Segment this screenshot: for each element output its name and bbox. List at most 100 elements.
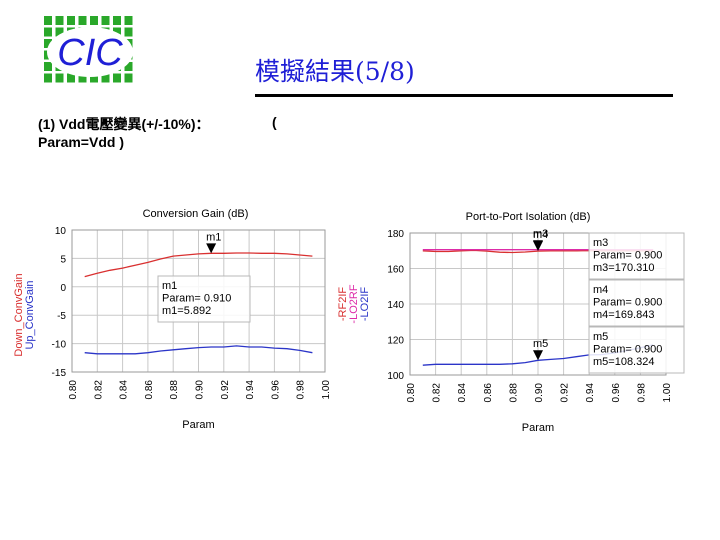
logo-oval xyxy=(47,27,133,77)
logo-grid-cell xyxy=(78,16,87,25)
x-tick-label: 0.86 xyxy=(483,383,494,403)
marker-readout-box xyxy=(588,279,685,327)
x-tick-label: 0.98 xyxy=(296,380,307,400)
marker-readout-line: m5 xyxy=(593,331,608,343)
series-line xyxy=(84,252,313,278)
logo-grid-cell xyxy=(44,62,52,71)
logo-grid-cell xyxy=(67,73,75,83)
y-tick-label: -10 xyxy=(52,340,67,351)
x-tick-label: 0.84 xyxy=(119,380,130,400)
x-tick-label: 0.94 xyxy=(585,383,596,403)
logo-grid-cell xyxy=(113,27,121,37)
logo-grid-cell xyxy=(44,16,52,25)
subtitle-line-2: Param=Vdd ) xyxy=(38,134,124,150)
chart-title: Conversion Gain (dB) xyxy=(143,208,249,220)
marker-readout-line: Param= 0.900 xyxy=(593,297,662,309)
y-tick-label: 0 xyxy=(60,283,66,294)
isolation-chart: Port-to-Port Isolation (dB) 0.80 0.82 0.84 0… xyxy=(338,211,685,434)
x-tick-label: 0.86 xyxy=(144,380,155,400)
series-label: -LO2RF xyxy=(348,284,360,323)
subtitle-line-1: (1) Vdd電壓變異(+/-10%)： xyxy=(38,116,210,132)
series-line xyxy=(84,345,313,355)
x-tick-label: 0.82 xyxy=(432,383,443,403)
x-tick-label: 0.90 xyxy=(534,383,545,403)
marker-label: m4 xyxy=(533,229,548,241)
plot-frame xyxy=(71,229,326,373)
marker-readout-line: m1=5.892 xyxy=(162,305,211,317)
conversion-gain-chart: Conversion Gain (dB) 0.80 0.82 0.84 0.86 0.88… xyxy=(13,208,332,431)
x-tick-label: 0.88 xyxy=(169,380,180,400)
marker-readout-box xyxy=(588,232,685,280)
cic-logo: CIC xyxy=(40,14,140,88)
logo-grid-cell xyxy=(55,73,64,83)
marker-readout-line: m1 xyxy=(162,280,177,292)
marker-readout-line: m4 xyxy=(593,284,608,296)
subtitle-paren: ( xyxy=(272,114,277,130)
logo-grid-cell xyxy=(101,73,110,83)
marker-readout-line: m4=169.843 xyxy=(593,309,654,321)
marker-readout-line: Param= 0.910 xyxy=(162,293,231,305)
x-tick-label: 0.92 xyxy=(560,383,571,403)
logo-grid-cell xyxy=(44,39,52,48)
y-tick-label: 180 xyxy=(387,229,404,240)
marker-readout-box xyxy=(588,326,685,374)
x-tick-label: 0.84 xyxy=(457,383,468,403)
x-tick-label: 0.88 xyxy=(508,383,519,403)
logo-grid-cell xyxy=(44,73,52,83)
y-tick-label: 120 xyxy=(387,336,404,347)
marker-triangle xyxy=(206,243,217,254)
x-tick-label: 1.00 xyxy=(662,383,673,403)
marker-readout-line: Param= 0.900 xyxy=(593,250,662,262)
series-label: Up_ConvGain xyxy=(24,280,36,349)
y-tick-label: 140 xyxy=(387,300,404,311)
y-tick-label: 100 xyxy=(387,371,404,382)
logo-grid-cell xyxy=(44,27,52,37)
logo-grid-cell xyxy=(55,16,64,25)
logo-grid-cell xyxy=(124,16,133,25)
marker-label: m1 xyxy=(206,231,221,243)
marker-label: m5 xyxy=(533,338,548,350)
y-tick-label: -15 xyxy=(52,368,67,379)
marker-readout-line: m5=108.324 xyxy=(593,356,654,368)
logo-text: CIC xyxy=(57,32,123,74)
logo-grid-cell xyxy=(78,73,87,83)
series-label: Down_ConvGain xyxy=(13,273,25,356)
x-tick-label: 0.80 xyxy=(406,383,417,403)
series-label: -LO2IF xyxy=(359,287,371,322)
logo-grid-cell xyxy=(124,73,133,83)
logo-grid-cell xyxy=(90,73,98,83)
logo-grid-cell xyxy=(124,27,133,37)
x-tick-label: 0.92 xyxy=(220,380,231,400)
marker-readout-box xyxy=(157,275,251,323)
logo-grid-cell xyxy=(113,16,121,25)
y-tick-label: 10 xyxy=(55,226,67,237)
logo-grid-cell xyxy=(101,16,110,25)
x-axis-label: Param xyxy=(522,422,554,434)
x-tick-label: 0.98 xyxy=(636,383,647,403)
marker-readout-line: m3=170.310 xyxy=(593,262,654,274)
marker-triangle xyxy=(533,350,543,361)
logo-grid-cell xyxy=(67,16,75,25)
logo-grid-cell xyxy=(124,62,133,71)
x-tick-label: 0.80 xyxy=(68,380,79,400)
logo-grid-cell xyxy=(55,27,64,37)
x-tick-label: 0.94 xyxy=(245,380,256,400)
logo-grid-cell xyxy=(113,73,121,83)
series-label: -RF2IF xyxy=(338,287,349,322)
y-tick-label: -5 xyxy=(57,311,66,322)
title-rule xyxy=(255,94,673,97)
x-tick-label: 1.00 xyxy=(321,380,332,400)
cic-logo-graphic: CIC xyxy=(44,16,133,83)
y-tick-label: 160 xyxy=(387,265,404,276)
x-tick-label: 0.82 xyxy=(93,380,104,400)
marker-label: m3 xyxy=(533,228,548,240)
logo-grid-cell xyxy=(90,16,98,25)
x-tick-label: 0.96 xyxy=(611,383,622,403)
marker-readout-line: Param= 0.900 xyxy=(593,344,662,356)
chart-title: Port-to-Port Isolation (dB) xyxy=(466,211,591,223)
marker-triangle xyxy=(533,241,543,252)
x-axis-label: Param xyxy=(182,419,214,431)
y-tick-label: 5 xyxy=(60,254,66,265)
marker-readout-line: m3 xyxy=(593,237,608,249)
x-tick-label: 0.96 xyxy=(270,380,281,400)
